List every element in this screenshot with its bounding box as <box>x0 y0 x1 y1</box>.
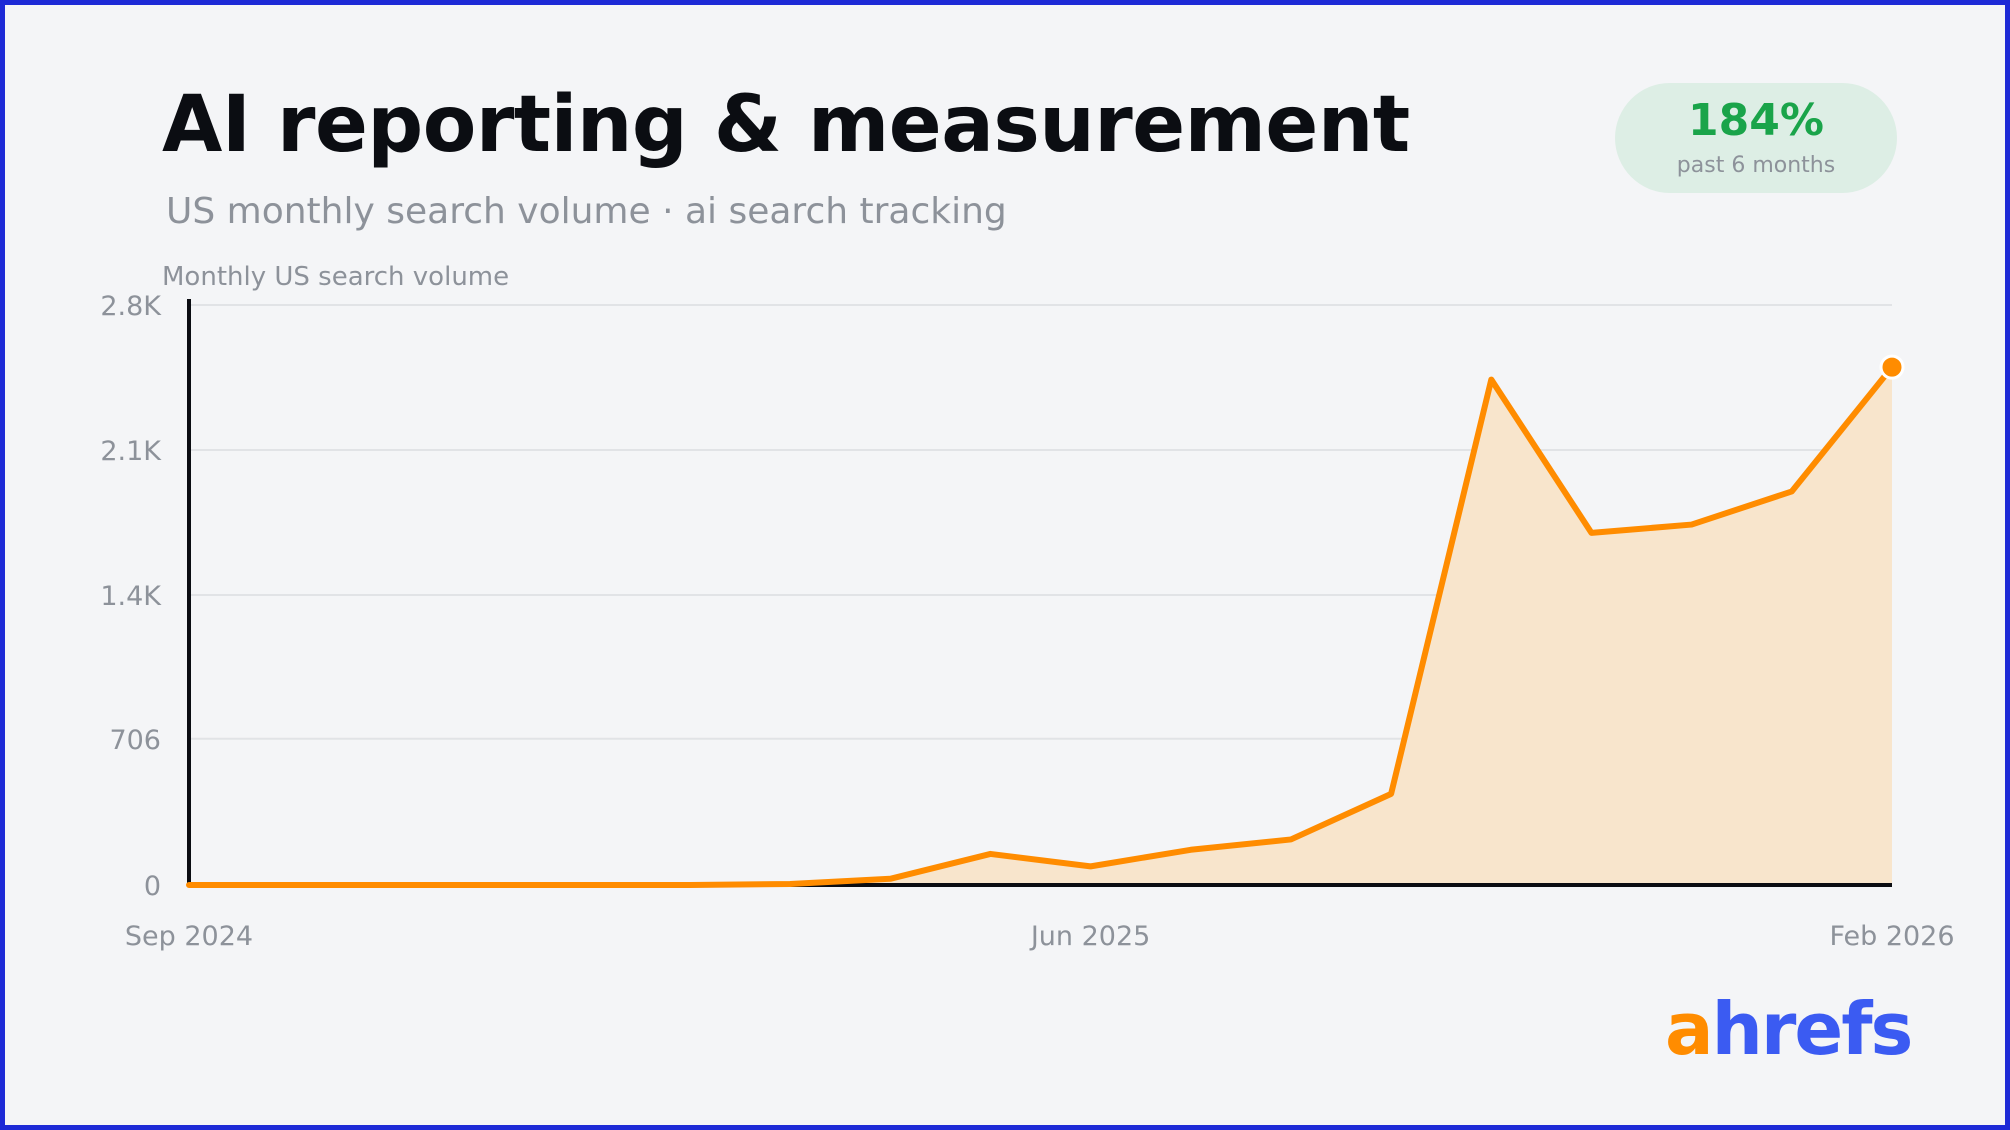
area-fill <box>189 367 1892 886</box>
page-title: AI reporting & measurement <box>162 80 1410 170</box>
y-tick-labels: 0 706 1.4K 2.1K 2.8K <box>100 291 162 902</box>
y-tick-label: 2.1K <box>100 436 162 467</box>
search-volume-chart: Monthly US search volume 0 706 1.4K 2.1K 2.8… <box>100 262 1955 952</box>
line-layer <box>186 354 1905 888</box>
x-tick-label: Sep 2024 <box>125 921 253 952</box>
y-tick-label: 1.4K <box>100 581 162 612</box>
logo-rest: hrefs <box>1711 987 1914 1071</box>
y-tick-label: 0 <box>144 871 161 902</box>
y-axis-title: Monthly US search volume <box>162 262 509 292</box>
y-tick-label: 2.8K <box>100 291 162 322</box>
y-tick-label: 706 <box>109 725 161 756</box>
logo-first-letter: a <box>1665 987 1714 1071</box>
x-tick-label: Jun 2025 <box>1029 921 1150 952</box>
ahrefs-logo: ahrefs <box>1665 993 1913 1065</box>
page-subtitle: US monthly search volume · ai search tra… <box>166 191 1007 232</box>
growth-value: 184% <box>1688 95 1824 146</box>
growth-period-label: past 6 months <box>1676 153 1836 178</box>
x-tick-labels: Sep 2024 Jun 2025 Feb 2026 <box>125 921 1955 952</box>
area-layer <box>189 367 1892 886</box>
growth-badge: 184% past 6 months <box>1615 83 1897 193</box>
latest-point <box>1879 354 1905 380</box>
series-line <box>186 364 1895 888</box>
x-tick-label: Feb 2026 <box>1829 921 1954 952</box>
